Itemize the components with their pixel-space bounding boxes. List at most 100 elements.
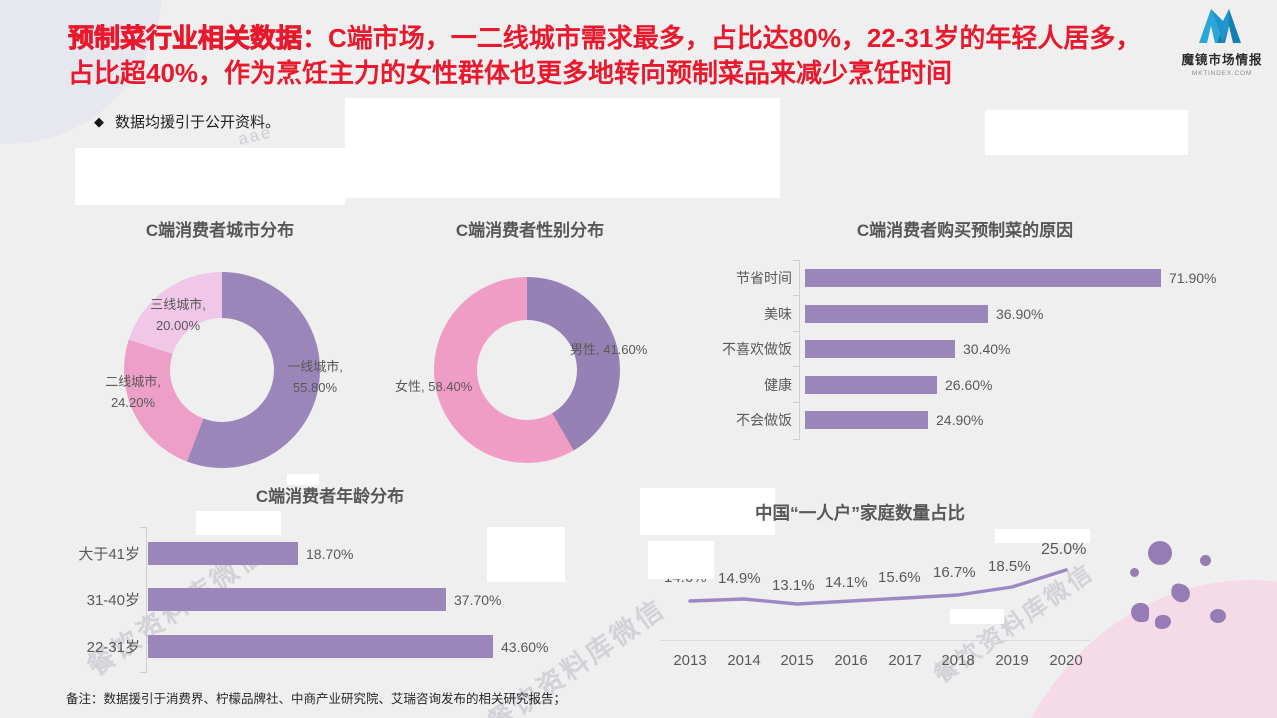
- decor-dot: [1155, 615, 1171, 629]
- chart-title-reasons: C端消费者购买预制菜的原因: [856, 221, 1074, 240]
- bar-value: 24.90%: [936, 412, 984, 428]
- bar-category: 31-40岁: [86, 592, 140, 609]
- axis-tick: [793, 366, 800, 367]
- line-value-label: 18.5%: [988, 558, 1031, 575]
- age-axis-line: [146, 527, 147, 673]
- page-title-line2: 占比超40%，作为烹饪主力的女性群体也更多地转向预制菜品来减少烹饪时间: [68, 58, 953, 88]
- donut-chart-city: [124, 272, 320, 468]
- donut-chart-gender: [434, 277, 620, 463]
- donut-gender-label-female: 女性, 58.40%: [395, 379, 473, 394]
- bar: [805, 340, 955, 358]
- donut-city-label-tier2: 二线城市, 24.20%: [88, 371, 178, 413]
- x-axis-year: 2013: [673, 652, 707, 669]
- bar-row: 不喜欢做饭 30.40%: [660, 339, 1010, 359]
- bar-row: 31-40岁 37.70%: [58, 588, 501, 611]
- white-patch: [75, 148, 345, 205]
- white-patch: [196, 511, 281, 535]
- white-patch: [487, 527, 565, 582]
- bar-value: 26.60%: [945, 377, 993, 393]
- reasons-axis-line: [799, 260, 800, 440]
- chart-title-age: C端消费者年龄分布: [255, 487, 405, 506]
- white-patch-over-2013-label: [648, 541, 714, 579]
- axis-tick: [793, 439, 800, 440]
- line-chart-axis: [660, 640, 1090, 641]
- page-title-rest: ：C端市场，一二线城市需求最多，占比达80%，22-31岁的年轻人居多，: [302, 23, 1142, 53]
- bar-category: 不会做饭: [736, 412, 792, 428]
- axis-tick: [793, 331, 800, 332]
- axis-tick: [793, 295, 800, 296]
- donut-gender-label-male: 男性, 41.60%: [570, 342, 648, 357]
- chart-title-city: C端消费者城市分布: [145, 221, 295, 240]
- bar: [148, 588, 446, 611]
- x-axis-year: 2017: [888, 652, 922, 669]
- bar-row: 美味 36.90%: [660, 304, 1043, 324]
- bar-row: 22-31岁 43.60%: [58, 635, 548, 658]
- chart-title-households: 中国“一人户”家庭数量占比: [755, 503, 965, 523]
- line-value-label: 14.1%: [825, 574, 868, 591]
- bar-row: 大于41岁 18.70%: [58, 542, 353, 565]
- white-patch: [287, 474, 319, 485]
- source-bullet: ◆ 数据均援引于公开资料。: [94, 111, 280, 132]
- bar-value: 43.60%: [501, 638, 549, 655]
- x-axis-year: 2018: [941, 652, 975, 669]
- slice-label: 一线城市,: [287, 359, 343, 374]
- bar-row: 不会做饭 24.90%: [660, 410, 983, 430]
- line-value-label: 16.7%: [933, 564, 976, 581]
- page-title-lead: 预制菜行业相关数据: [68, 23, 303, 54]
- white-patch: [950, 609, 1004, 624]
- logo-m-icon: [1199, 9, 1241, 43]
- bar-value: 71.90%: [1169, 270, 1217, 286]
- line-value-label: 13.1%: [772, 577, 815, 594]
- bar: [148, 635, 493, 658]
- slice-value: 55.80%: [292, 380, 338, 395]
- bar: [148, 542, 298, 565]
- logo-brand-text: 魔镜市场情报: [1181, 53, 1263, 67]
- axis-tick: [140, 527, 147, 528]
- logo: 魔镜市场情报 MKTINDEX.COM: [1176, 7, 1268, 77]
- source-bullet-text: 数据均援引于公开资料。: [115, 114, 281, 131]
- slice-label: 二线城市,: [105, 374, 161, 389]
- diamond-bullet-icon: ◆: [94, 114, 104, 129]
- bar-row: 健康 26.60%: [660, 375, 992, 395]
- bar-value: 37.70%: [454, 591, 502, 608]
- bar-value: 30.40%: [963, 341, 1011, 357]
- logo-domain-text: MKTINDEX.COM: [1191, 70, 1253, 77]
- bar-category: 健康: [764, 377, 792, 393]
- bar-category: 22-31岁: [86, 639, 140, 656]
- line-value-label: 14.9%: [718, 570, 761, 587]
- slice-value: 20.00%: [155, 318, 201, 333]
- white-patch: [345, 98, 780, 198]
- chart-title-gender: C端消费者性别分布: [455, 221, 605, 240]
- bar-category: 不喜欢做饭: [722, 341, 792, 357]
- slice-label: 三线城市,: [150, 297, 206, 312]
- decor-dot: [1148, 541, 1172, 565]
- bar-category: 节省时间: [736, 270, 792, 286]
- axis-tick: [793, 260, 800, 261]
- donut-city-label-tier1: 一线城市, 55.80%: [270, 356, 360, 398]
- bar: [805, 411, 928, 429]
- page-title: 预制菜行业相关数据：C端市场，一二线城市需求最多，占比达80%，22-31岁的年…: [68, 21, 1208, 91]
- bar: [805, 376, 937, 394]
- line-value-label: 25.0%: [1041, 541, 1087, 558]
- line-chart-plot: [688, 568, 1068, 606]
- x-axis-year: 2016: [834, 652, 868, 669]
- axis-tick: [793, 402, 800, 403]
- white-patch: [640, 488, 775, 535]
- slice-value: 24.20%: [110, 395, 156, 410]
- line-value-label: 15.6%: [878, 569, 921, 586]
- donut-city-label-tier3: 三线城市, 20.00%: [133, 294, 223, 336]
- x-axis-year: 2020: [1049, 652, 1083, 669]
- decor-dot: [1210, 609, 1226, 623]
- x-axis-year: 2015: [780, 652, 814, 669]
- bar-value: 18.70%: [306, 545, 354, 562]
- x-axis-year: 2019: [995, 652, 1029, 669]
- axis-tick: [140, 672, 147, 673]
- bar-value: 36.90%: [996, 306, 1044, 322]
- bar: [805, 305, 988, 323]
- bar-category: 美味: [764, 306, 792, 322]
- x-axis-year: 2014: [727, 652, 761, 669]
- white-patch: [985, 110, 1188, 155]
- bar-category: 大于41岁: [78, 546, 140, 563]
- decor-dot: [1131, 603, 1149, 622]
